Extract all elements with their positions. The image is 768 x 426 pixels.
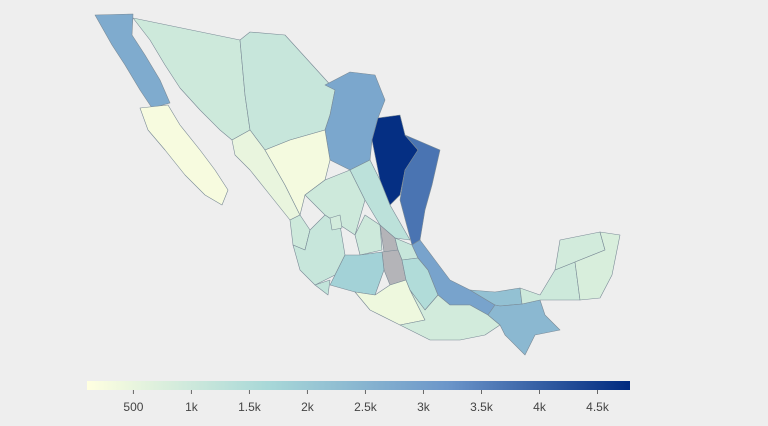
state <box>349 159 411 241</box>
state <box>487 299 561 356</box>
state <box>94 13 171 109</box>
colorbar-tick-label: 4.5k <box>586 400 610 414</box>
colorbar-tick-label: 4k <box>533 400 547 414</box>
colorbar-tick-label: 1.5k <box>238 400 262 414</box>
state-layer <box>94 13 621 356</box>
state <box>292 214 346 286</box>
colorbar-tick-label: 1k <box>185 400 199 414</box>
state <box>329 214 343 231</box>
colorbar-tick-label: 3.5k <box>470 400 494 414</box>
colorbar-ticks: 500 1k 1.5k 2k 2.5k 3k 3.5k 4k 4.5k <box>123 390 610 414</box>
colorbar-tick-label: 500 <box>123 400 143 414</box>
state <box>329 251 385 296</box>
state <box>371 114 419 206</box>
colorbar <box>87 381 630 390</box>
state <box>574 231 621 301</box>
colorbar-tick-label: 2.5k <box>354 400 378 414</box>
colorbar-tick-label: 3k <box>417 400 431 414</box>
state <box>354 214 383 256</box>
state <box>314 279 331 296</box>
colorbar-tick-label: 2k <box>301 400 315 414</box>
state <box>139 104 229 206</box>
